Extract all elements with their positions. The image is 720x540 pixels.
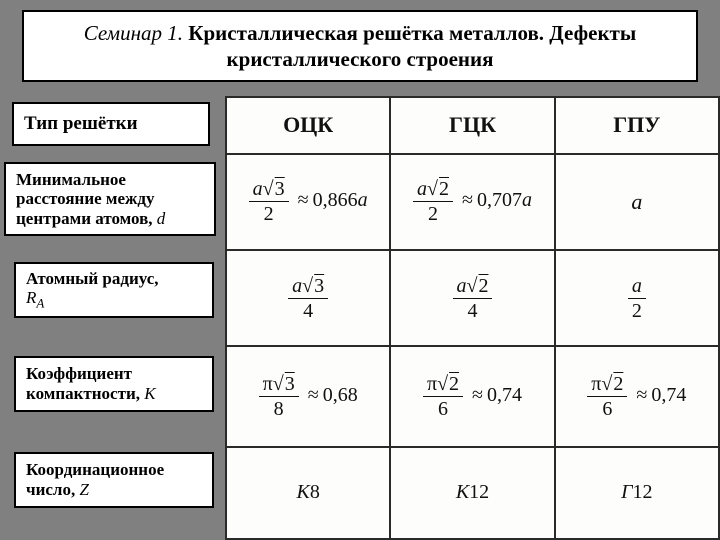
- header-fcc: ГЦК: [390, 97, 554, 154]
- cell-z-bcc: K8: [226, 447, 390, 539]
- header-hcp: ГПУ: [555, 97, 719, 154]
- label-compactness-l1: Коэффициент: [26, 364, 202, 384]
- slide-title: Семинар 1. Кристаллическая решётка метал…: [22, 10, 698, 82]
- label-atomic-radius: Атомный радиус, RA: [14, 262, 214, 318]
- label-min-distance-l1: Минимальное: [16, 170, 204, 190]
- label-atomic-radius-l1: Атомный радиус,: [26, 269, 202, 289]
- label-coordination-l2: число, Z: [26, 480, 202, 500]
- lattice-table: ОЦК ГЦК ГПУ a32 ≈0,866a a22 ≈0,707a a a3…: [225, 96, 720, 540]
- cell-k-fcc: π26 ≈0,74: [390, 346, 554, 447]
- cell-r-bcc: a34: [226, 250, 390, 346]
- label-min-distance-l2: расстояние между: [16, 189, 204, 209]
- title-text: Семинар 1. Кристаллическая решётка метал…: [34, 20, 686, 73]
- title-prefix: Семинар 1.: [84, 21, 183, 45]
- label-atomic-radius-sym: RA: [26, 288, 202, 311]
- cell-z-hcp: Г12: [555, 447, 719, 539]
- cell-k-bcc: π38 ≈0,68: [226, 346, 390, 447]
- cell-k-hcp: π26 ≈0,74: [555, 346, 719, 447]
- cell-r-fcc: a24: [390, 250, 554, 346]
- cell-z-fcc: K12: [390, 447, 554, 539]
- title-main: Кристаллическая решётка металлов. Дефект…: [183, 21, 636, 71]
- cell-d-bcc: a32 ≈0,866a: [226, 154, 390, 250]
- label-coordination: Координационное число, Z: [14, 452, 214, 508]
- row-atomic-radius: a34 a24 a2: [226, 250, 719, 346]
- header-bcc: ОЦК: [226, 97, 390, 154]
- cell-d-fcc: a22 ≈0,707a: [390, 154, 554, 250]
- row-coordination: K8 K12 Г12: [226, 447, 719, 539]
- cell-d-hcp: a: [555, 154, 719, 250]
- row-min-distance: a32 ≈0,866a a22 ≈0,707a a: [226, 154, 719, 250]
- table-header-row: ОЦК ГЦК ГПУ: [226, 97, 719, 154]
- label-compactness-l2: компактности, K: [26, 384, 202, 404]
- label-coordination-l1: Координационное: [26, 460, 202, 480]
- label-lattice-type: Тип решётки: [12, 102, 210, 146]
- cell-r-hcp: a2: [555, 250, 719, 346]
- label-min-distance-l3: центрами атомов, d: [16, 209, 204, 229]
- row-compactness: π38 ≈0,68 π26 ≈0,74 π26 ≈0,74: [226, 346, 719, 447]
- label-min-distance: Минимальное расстояние между центрами ат…: [4, 162, 216, 236]
- label-lattice-type-text: Тип решётки: [24, 113, 198, 135]
- label-compactness: Коэффициент компактности, K: [14, 356, 214, 412]
